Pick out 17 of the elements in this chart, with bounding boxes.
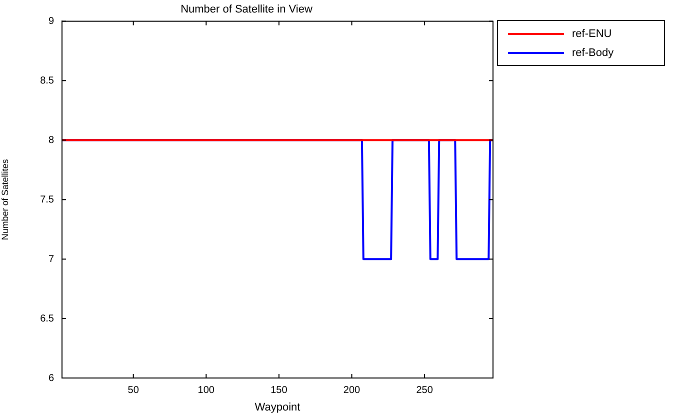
- y-tick-label: 7: [48, 254, 54, 265]
- x-tick-label: 200: [343, 384, 361, 396]
- x-tick-label: 100: [198, 384, 215, 396]
- y-tick-label: 6.5: [40, 313, 54, 324]
- y-tick-label: 8: [48, 134, 54, 146]
- x-tick-label: 50: [128, 384, 140, 396]
- x-tick-label: 150: [270, 384, 288, 396]
- y-axis-title: Number of Satellites: [0, 158, 10, 240]
- y-tick-label: 6: [48, 372, 54, 384]
- x-axis-title: Waypoint: [254, 401, 300, 414]
- y-tick-label: 9: [48, 16, 54, 27]
- x-tick-label: 250: [416, 384, 434, 396]
- text: ref-ENU: [572, 28, 612, 40]
- text: ref-Body: [572, 46, 614, 58]
- y-tick-label: 7.5: [40, 194, 54, 206]
- y-tick-label: 8.5: [40, 75, 54, 86]
- chart-title: Number of Satellite in View: [180, 4, 312, 16]
